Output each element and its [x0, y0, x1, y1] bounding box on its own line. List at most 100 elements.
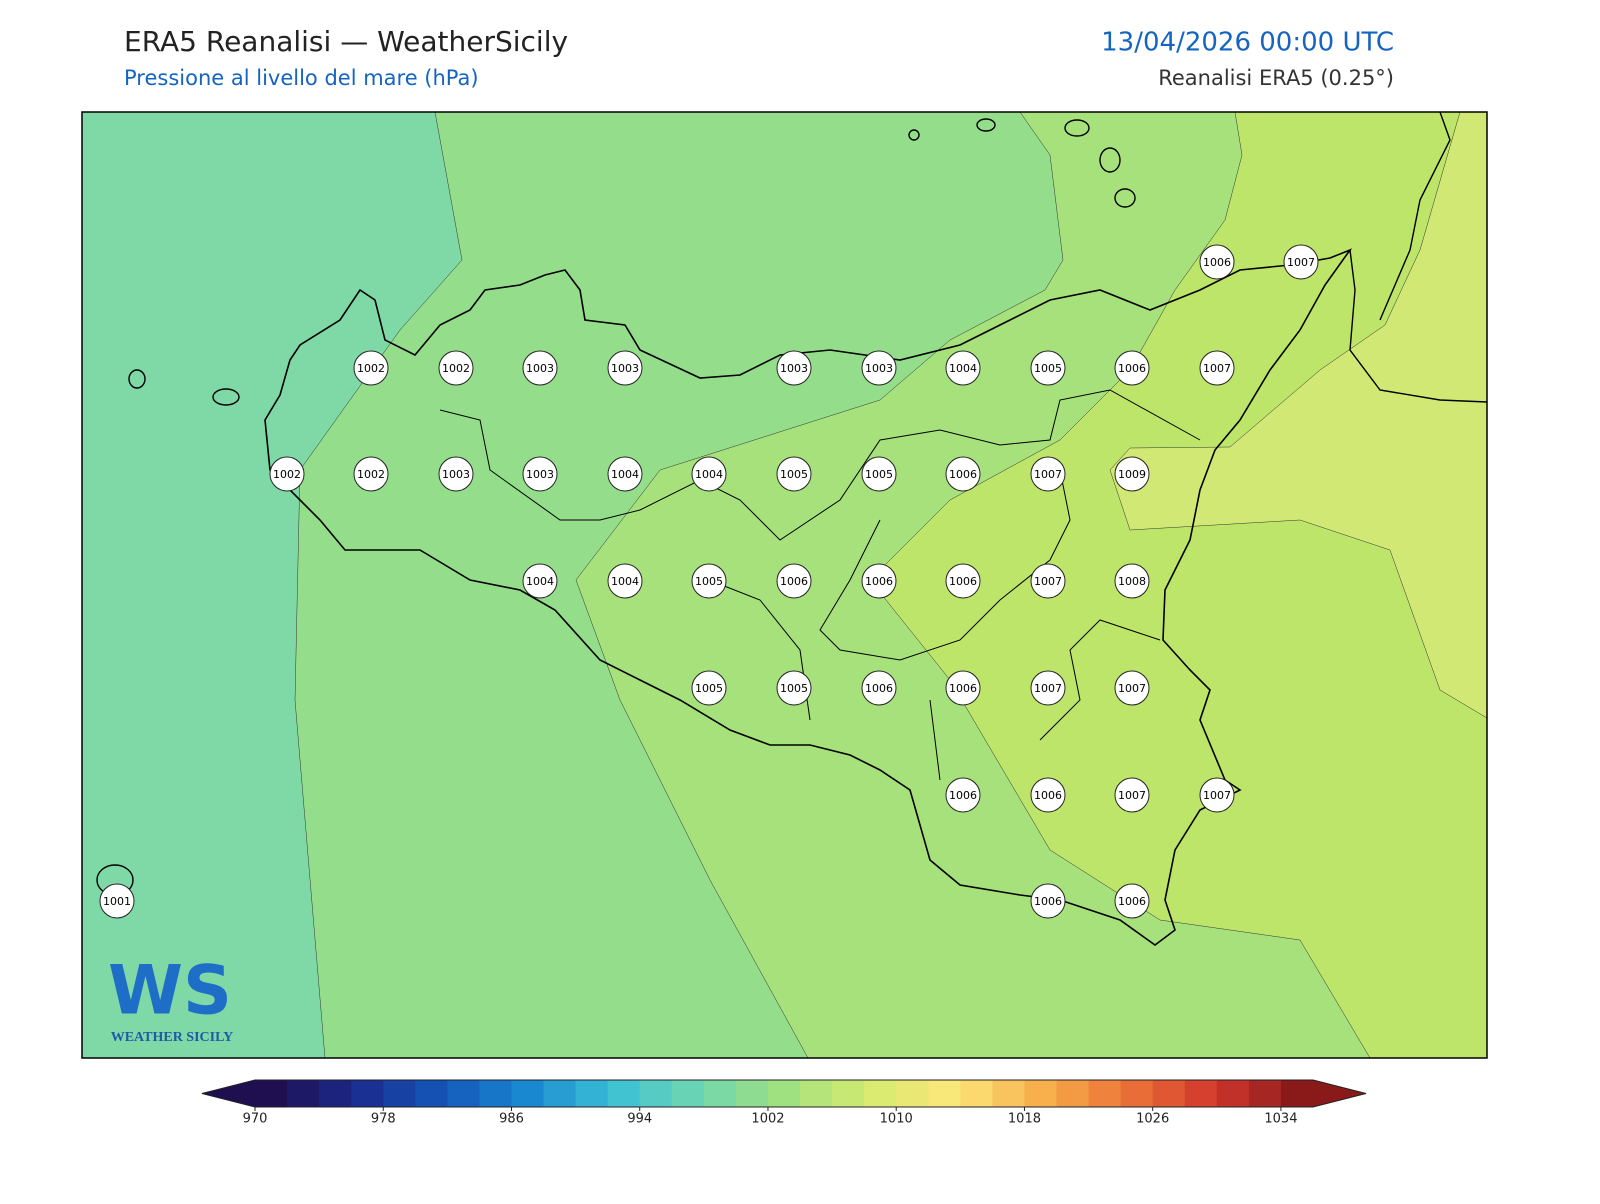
station-marker	[1030, 456, 1066, 492]
colorbar-bin	[287, 1080, 320, 1107]
station-marker	[353, 350, 389, 386]
station-label: 1006	[780, 575, 808, 588]
station-label: 1006	[949, 789, 977, 802]
station-marker	[1199, 350, 1235, 386]
colorbar-bin	[992, 1080, 1025, 1107]
station-marker	[691, 563, 727, 599]
station-label: 1009	[1118, 468, 1146, 481]
station-marker	[945, 350, 981, 386]
station-label: 1004	[611, 468, 639, 481]
station-marker	[861, 670, 897, 706]
station-marker	[607, 563, 643, 599]
station-label: 1006	[949, 468, 977, 481]
station-marker	[1199, 777, 1235, 813]
station-label: 1006	[1118, 362, 1146, 375]
station-marker	[1199, 244, 1235, 280]
station-label: 1005	[780, 682, 808, 695]
colorbar-bin	[575, 1080, 609, 1107]
colorbar-tick-label: 1018	[1008, 1112, 1041, 1127]
station-marker	[776, 350, 812, 386]
colorbar-extend	[1313, 1080, 1366, 1107]
station-marker	[438, 350, 474, 386]
station-label: 1005	[1034, 362, 1062, 375]
colorbar-bin	[735, 1080, 769, 1107]
colorbar-bin	[928, 1080, 961, 1107]
pressure-field	[1109, 112, 1487, 719]
station-marker	[776, 456, 812, 492]
station-label: 1005	[865, 468, 893, 481]
station-label: 1003	[780, 362, 808, 375]
colorbar-bin	[832, 1080, 865, 1107]
colorbar-extend	[202, 1080, 255, 1107]
station-marker	[1030, 670, 1066, 706]
colorbar-bin	[767, 1080, 801, 1107]
colorbar-bin	[703, 1080, 737, 1107]
station-label: 1007	[1118, 789, 1146, 802]
station-marker	[945, 456, 981, 492]
colorbar-bin	[511, 1080, 545, 1107]
station-marker	[353, 456, 389, 492]
colorbar-tick-label: 1034	[1264, 1112, 1297, 1127]
colorbar-bin	[1184, 1080, 1218, 1107]
station-label: 1002	[273, 468, 301, 481]
colorbar-bin	[1280, 1080, 1314, 1107]
colorbar-tick-label: 986	[499, 1112, 524, 1127]
station-label: 1004	[526, 575, 554, 588]
station-label: 1007	[1203, 789, 1231, 802]
station-marker	[861, 456, 897, 492]
station-marker	[776, 670, 812, 706]
province-border	[439, 389, 1201, 781]
station-marker	[522, 456, 558, 492]
colorbar-bin	[1248, 1080, 1282, 1107]
station-label: 1001	[103, 895, 131, 908]
station-label: 1006	[949, 682, 977, 695]
station-label: 1006	[865, 575, 893, 588]
colorbar-bin	[447, 1080, 480, 1107]
station-label: 1006	[865, 682, 893, 695]
station-label: 1004	[695, 468, 723, 481]
logo-mark: WS	[108, 952, 232, 1031]
map-frame	[81, 111, 1488, 1059]
colorbar-bin	[1056, 1080, 1090, 1107]
station-label: 1005	[780, 468, 808, 481]
coastline	[264, 248, 1353, 946]
colorbar-bin	[351, 1080, 384, 1107]
islands	[96, 118, 1136, 896]
station-label: 1004	[611, 575, 639, 588]
station-marker	[1030, 883, 1066, 919]
colorbar-bin	[479, 1080, 512, 1107]
station-marker	[99, 883, 135, 919]
colorbar-bin	[415, 1080, 448, 1107]
station-marker	[776, 563, 812, 599]
station-label: 1007	[1034, 575, 1062, 588]
colorbar-tick-label: 978	[371, 1112, 396, 1127]
colorbar-tick-label: 1010	[880, 1112, 913, 1127]
station-label: 1003	[526, 362, 554, 375]
title: ERA5 Reanalisi — WeatherSicily	[124, 25, 568, 58]
station-marker	[607, 456, 643, 492]
station-label: 1003	[865, 362, 893, 375]
station-label: 1007	[1034, 682, 1062, 695]
station-label: 1006	[1034, 895, 1062, 908]
date: 13/04/2026 00:00 UTC	[1101, 28, 1394, 58]
station-marker	[1114, 670, 1150, 706]
station-marker	[691, 670, 727, 706]
colorbar-bin	[1024, 1080, 1058, 1107]
station-marker	[861, 563, 897, 599]
colorbar-bin	[607, 1080, 641, 1107]
station-marker	[861, 350, 897, 386]
station-label: 1003	[611, 362, 639, 375]
station-label: 1006	[949, 575, 977, 588]
colorbar-tick-label: 1026	[1136, 1112, 1169, 1127]
station-marker	[1114, 456, 1150, 492]
station-label: 1007	[1034, 468, 1062, 481]
colorbar-tick-label: 970	[243, 1112, 268, 1127]
station-label: 1007	[1287, 256, 1315, 269]
station-label: 1004	[949, 362, 977, 375]
station-label: 1005	[695, 682, 723, 695]
station-label: 1008	[1118, 575, 1146, 588]
colorbar-bin	[800, 1080, 833, 1107]
station-label: 1003	[526, 468, 554, 481]
station-marker	[522, 350, 558, 386]
